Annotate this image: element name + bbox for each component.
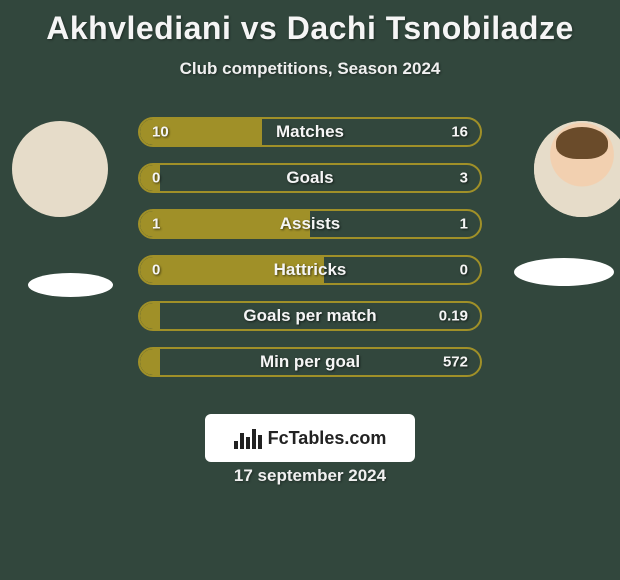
stat-value-right: 0 — [460, 262, 468, 279]
bar-chart-icon — [234, 427, 262, 449]
stat-value-left: 1 — [152, 216, 160, 233]
stat-value-right: 16 — [451, 124, 468, 141]
branding-text: FcTables.com — [268, 428, 387, 449]
player1-flag — [28, 273, 113, 297]
stat-label: Min per goal — [140, 352, 480, 372]
comparison-arena: Matches1016Goals03Assists11Hattricks00Go… — [0, 107, 620, 407]
stat-row: Goals per match0.19 — [138, 301, 482, 331]
stats-bar-group: Matches1016Goals03Assists11Hattricks00Go… — [138, 117, 482, 393]
player2-face-placeholder — [534, 121, 620, 217]
stat-value-right: 3 — [460, 170, 468, 187]
stat-label: Goals per match — [140, 306, 480, 326]
branding-badge: FcTables.com — [205, 414, 415, 462]
stat-value-left: 0 — [152, 262, 160, 279]
subtitle: Club competitions, Season 2024 — [0, 59, 620, 79]
player2-avatar — [534, 121, 620, 217]
page-title: Akhvlediani vs Dachi Tsnobiladze — [0, 0, 620, 47]
stat-label: Assists — [140, 214, 480, 234]
stat-label: Hattricks — [140, 260, 480, 280]
stat-value-right: 0.19 — [439, 308, 468, 325]
stat-value-right: 572 — [443, 354, 468, 371]
stat-value-right: 1 — [460, 216, 468, 233]
player1-avatar — [12, 121, 108, 217]
player2-hair-placeholder — [556, 127, 608, 159]
stat-label: Goals — [140, 168, 480, 188]
stat-row: Goals0 3 — [138, 163, 482, 193]
stat-row: Matches10 16 — [138, 117, 482, 147]
stat-row: Min per goal572 — [138, 347, 482, 377]
stat-row: Assists1 1 — [138, 209, 482, 239]
stat-label: Matches — [140, 122, 480, 142]
stat-value-left: 10 — [152, 124, 169, 141]
player2-flag — [514, 258, 614, 286]
snapshot-date: 17 september 2024 — [0, 466, 620, 486]
stat-row: Hattricks0 0 — [138, 255, 482, 285]
stat-value-left: 0 — [152, 170, 160, 187]
